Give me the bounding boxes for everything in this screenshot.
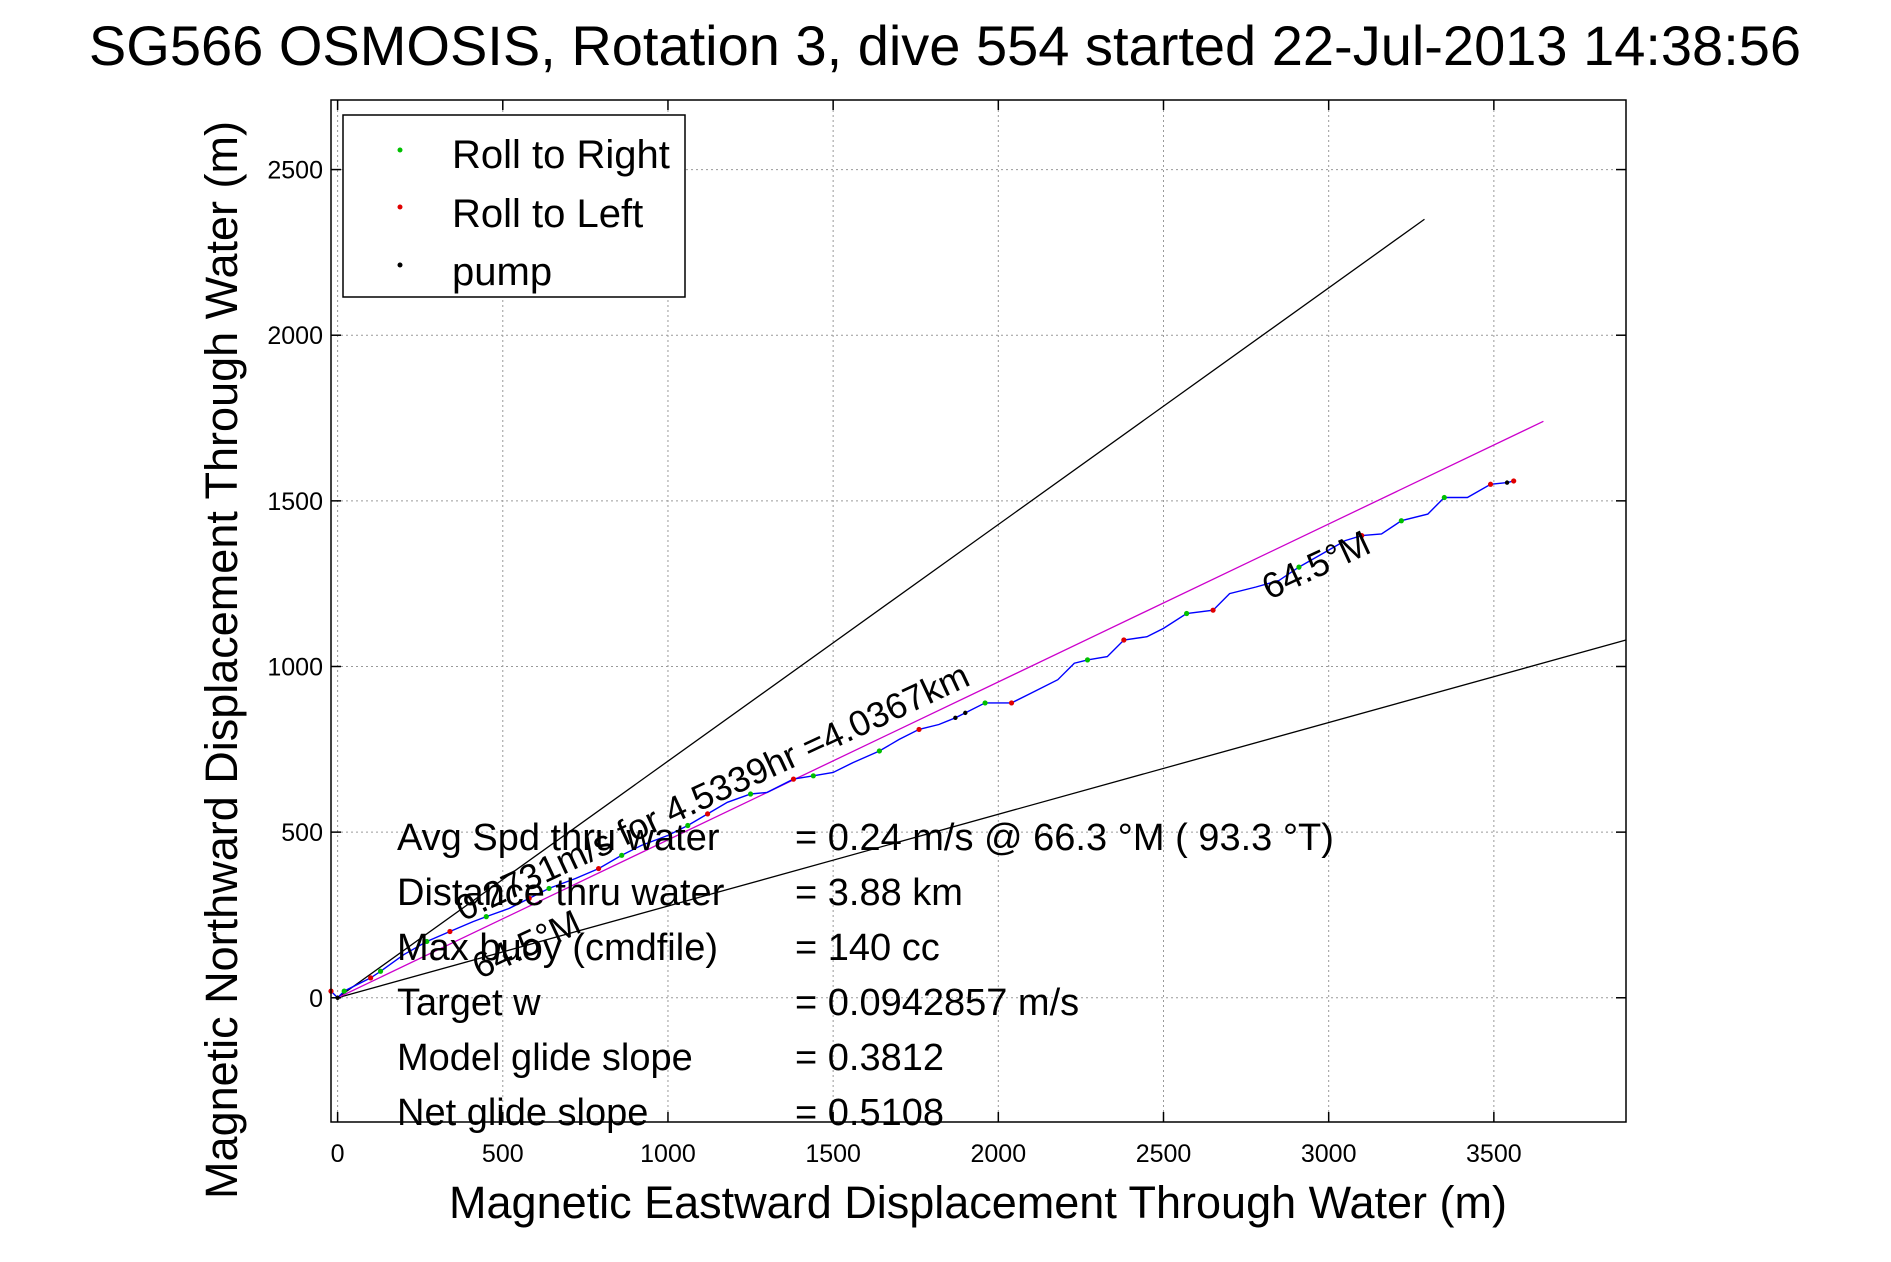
y-tick-label: 0	[309, 985, 323, 1013]
x-tick-label: 1500	[805, 1140, 861, 1168]
reference-line	[337, 420, 1544, 999]
stats-block: Avg Spd thru water = 0.24 m/s @ 66.3 °M (…	[397, 817, 1334, 1134]
stat-value: = 0.24 m/s @ 66.3 °M ( 93.3 °T)	[795, 817, 1334, 859]
grid-lines	[331, 100, 1626, 1122]
track-group	[330, 480, 1514, 999]
stat-label: Max buoy (cmdfile)	[397, 927, 718, 969]
roll-left-point	[1210, 607, 1216, 613]
roll-right-point	[982, 700, 988, 706]
x-tick-label: 3500	[1466, 1140, 1522, 1168]
stat-value: = 0.5108	[795, 1092, 944, 1134]
roll-right-point	[483, 914, 489, 920]
roll-right-point	[876, 748, 882, 754]
stat-label: Target w	[397, 982, 541, 1024]
x-axis-label: Magnetic Eastward Displacement Through W…	[449, 1177, 1507, 1228]
roll-left-point	[705, 811, 711, 817]
roll-left-point	[1008, 700, 1015, 706]
x-tick-label: 3000	[1301, 1140, 1357, 1168]
legend: Roll to Right Roll to Left pump	[342, 114, 686, 298]
legend-swatch-roll-left	[397, 204, 403, 210]
roll-right-point	[619, 852, 625, 858]
chart-title: SG566 OSMOSIS, Rotation 3, dive 554 star…	[89, 14, 1801, 77]
pump-point	[953, 715, 958, 721]
roll-right-point	[747, 791, 754, 797]
roll-right-point	[1398, 518, 1404, 524]
roll-left-point	[916, 726, 922, 733]
x-axis-ticks: 0 500 1000 1500 2000 2500 3000 3500	[331, 100, 1522, 1168]
roll-right-point	[1184, 610, 1190, 617]
roll-left-point	[1359, 533, 1365, 539]
roll-left-point	[595, 865, 602, 872]
y-tick-label: 1000	[267, 653, 323, 681]
x-tick-label: 0	[331, 1140, 345, 1168]
roll-right-point	[341, 988, 347, 994]
roll-right-point	[1084, 657, 1091, 663]
roll-right-point	[424, 938, 430, 945]
stat-label: Distance thru water	[397, 872, 725, 914]
roll-left-point	[447, 928, 453, 935]
roll-right-point	[546, 885, 552, 892]
roll-left-point	[368, 975, 374, 981]
y-tick-label: 2500	[267, 157, 323, 185]
plot-border	[330, 99, 1627, 1123]
stat-label: Model glide slope	[397, 1037, 693, 1079]
stat-label: Avg Spd thru water	[397, 817, 720, 859]
pump-point	[963, 710, 968, 716]
legend-label-roll-left: Roll to Left	[452, 192, 643, 236]
y-tick-label: 1500	[267, 488, 323, 516]
roll-left-point	[790, 776, 797, 782]
stat-value: = 140 cc	[795, 927, 940, 969]
stat-value: = 3.88 km	[795, 872, 963, 914]
roll-right-point	[810, 773, 816, 779]
legend-swatch-roll-right	[397, 147, 403, 153]
y-axis-label: Magnetic Northward Displacement Through …	[196, 121, 247, 1199]
reference-lines	[337, 218, 1627, 999]
legend-swatch-pump	[397, 262, 403, 268]
roll-right-point	[377, 968, 384, 974]
stat-value: = 0.0942857 m/s	[795, 982, 1079, 1024]
x-tick-label: 500	[482, 1140, 524, 1168]
roll-left-point	[1121, 637, 1127, 643]
roll-right-point	[1441, 494, 1447, 501]
x-tick-label: 2000	[971, 1140, 1027, 1168]
roll-left-point	[1487, 481, 1494, 487]
legend-label-pump: pump	[452, 250, 552, 294]
roll-right-point	[685, 822, 691, 829]
roll-left-point	[1511, 478, 1517, 484]
y-tick-label: 500	[281, 819, 323, 847]
y-axis-ticks: 0 500 1000 1500 2000 2500	[267, 157, 1626, 1013]
reference-line	[337, 639, 1627, 999]
glider-track-line	[330, 480, 1514, 999]
roll-left-point	[526, 895, 532, 901]
roll-right-point	[1296, 564, 1302, 570]
y-tick-label: 2000	[267, 322, 323, 350]
legend-label-roll-right: Roll to Right	[452, 133, 670, 177]
stat-label: Net glide slope	[397, 1092, 648, 1134]
pump-point	[1504, 480, 1510, 485]
x-tick-label: 2500	[1136, 1140, 1192, 1168]
stat-value: = 0.3812	[795, 1037, 944, 1079]
x-tick-label: 1000	[640, 1140, 696, 1168]
reference-line	[337, 218, 1425, 999]
